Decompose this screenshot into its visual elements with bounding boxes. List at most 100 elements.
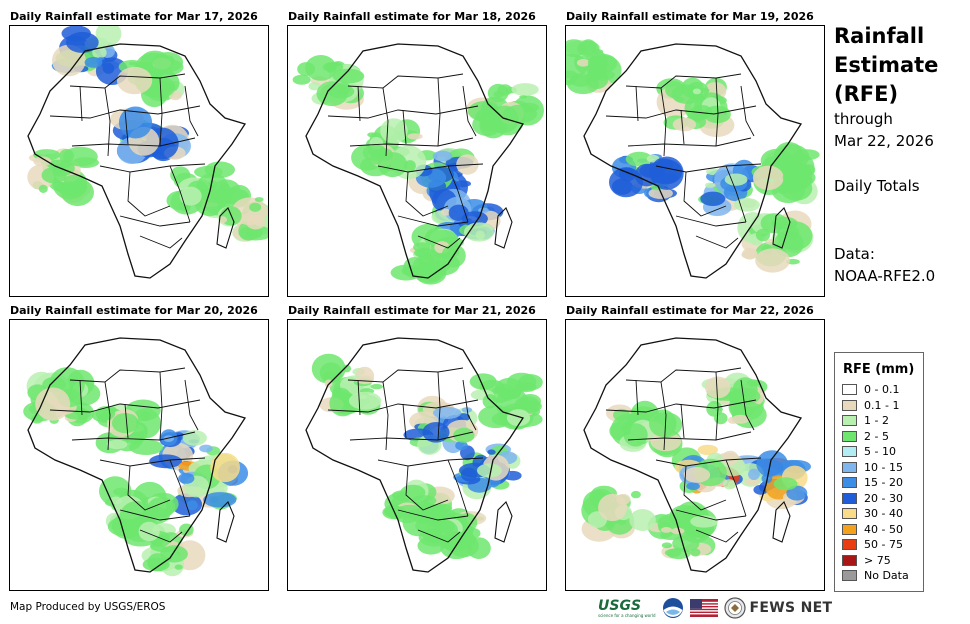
rainfall-patch	[370, 383, 383, 390]
legend-swatch	[842, 415, 857, 427]
end-date: Mar 22, 2026	[834, 132, 934, 150]
country-border	[347, 367, 464, 383]
country-border	[627, 137, 752, 147]
country-border	[462, 379, 477, 431]
rainfall-map	[565, 25, 825, 297]
africa-map	[27, 26, 268, 279]
panel-title: Daily Rainfall estimate for Mar 22, 2026	[566, 304, 814, 317]
rainfall-patch	[764, 178, 775, 183]
country-border	[680, 403, 685, 439]
country-border	[124, 109, 129, 145]
coastline	[583, 43, 803, 279]
rainfall-patch	[218, 216, 227, 224]
legend-label: No Data	[864, 569, 909, 583]
rainfall-patch	[756, 450, 788, 478]
rainfall-patch	[577, 40, 600, 57]
data-source: NOAA-RFE2.0	[834, 267, 936, 285]
country-border	[740, 85, 755, 137]
country-border	[99, 457, 206, 467]
rainfall-patch	[149, 454, 183, 469]
rainfall-patch	[630, 490, 641, 499]
rainfall-map	[9, 319, 269, 591]
madagascar-outline	[216, 207, 235, 249]
rainfall-patch	[755, 248, 790, 273]
rainfall-patch	[182, 430, 207, 446]
rainfall-patch	[683, 467, 711, 483]
rainfall-patch	[783, 181, 803, 194]
coastline	[305, 43, 525, 279]
rainfall-patch	[706, 401, 723, 417]
country-border	[655, 163, 762, 173]
country-border	[635, 85, 639, 122]
country-border	[119, 509, 191, 521]
country-border	[184, 379, 199, 431]
rainfall-patch	[748, 468, 760, 480]
country-border	[680, 109, 685, 145]
rainfall-patch	[705, 182, 715, 188]
country-border	[447, 459, 469, 517]
rainfall-patch	[672, 535, 700, 552]
legend-swatch	[842, 508, 857, 520]
noaa-logo-icon	[662, 598, 683, 618]
madagascar-outline	[494, 501, 513, 543]
legend-item: 0.1 - 1	[842, 398, 923, 414]
rainfall-patch	[210, 452, 241, 483]
country-border	[159, 77, 163, 147]
rainfall-patch	[793, 149, 820, 161]
panel-title: Daily Rainfall estimate for Mar 18, 2026	[288, 10, 536, 23]
legend-swatch	[842, 570, 857, 582]
rainfall-patch	[690, 548, 701, 557]
country-border	[139, 529, 183, 543]
rainfall-patch	[111, 413, 139, 434]
coastline	[27, 337, 247, 573]
rainfall-map	[565, 319, 825, 591]
rainfall-patch	[413, 242, 431, 253]
rainfall-patch	[33, 156, 52, 167]
rainfall-patch	[152, 52, 184, 73]
coastline	[305, 337, 525, 573]
legend-label: 1 - 2	[864, 414, 889, 428]
rainfall-patch	[453, 427, 475, 443]
rainfall-patch	[367, 132, 377, 138]
country-border	[675, 215, 747, 227]
logo-strip: USGS science for a changing world FEWS N…	[598, 597, 832, 619]
country-border	[715, 77, 719, 147]
legend-label: 0.1 - 1	[864, 398, 900, 412]
country-border	[71, 137, 196, 147]
rainfall-patch	[440, 208, 451, 216]
rainfall-patch	[246, 214, 266, 230]
rainfall-patch	[773, 477, 798, 491]
rainfall-patch	[147, 507, 159, 513]
country-border	[327, 105, 479, 119]
country-border	[69, 367, 186, 383]
country-border	[655, 457, 762, 467]
rainfall-patch	[84, 57, 103, 68]
title-line: (RFE)	[834, 82, 899, 106]
country-border	[725, 459, 747, 517]
rainfall-patch	[613, 408, 630, 422]
country-border	[437, 371, 441, 441]
rainfall-patch	[747, 379, 760, 387]
country-border	[625, 73, 742, 89]
country-border	[71, 431, 196, 441]
legend-label: 20 - 30	[864, 491, 903, 505]
country-border	[417, 529, 461, 543]
usgs-logo: USGS science for a changing world	[598, 599, 656, 618]
country-border	[405, 171, 449, 217]
country-border	[357, 379, 361, 416]
map-credit: Map Produced by USGS/EROS	[10, 601, 166, 613]
legend-item: 2 - 5	[842, 429, 923, 445]
rainfall-patch	[672, 117, 697, 132]
fews-net-logo: FEWS NET	[749, 600, 833, 616]
usgs-wordmark: USGS	[598, 597, 642, 614]
rainfall-patch	[329, 390, 357, 417]
rainfall-map	[9, 25, 269, 297]
usgs-tagline: science for a changing world	[598, 612, 656, 618]
legend-item: 30 - 40	[842, 506, 923, 522]
legend-swatch	[842, 539, 857, 551]
country-border	[104, 87, 111, 157]
data-label: Data:	[834, 245, 875, 263]
rainfall-patch	[455, 440, 468, 451]
legend-label: 0 - 0.1	[864, 383, 900, 397]
rainfall-patch	[355, 375, 374, 385]
